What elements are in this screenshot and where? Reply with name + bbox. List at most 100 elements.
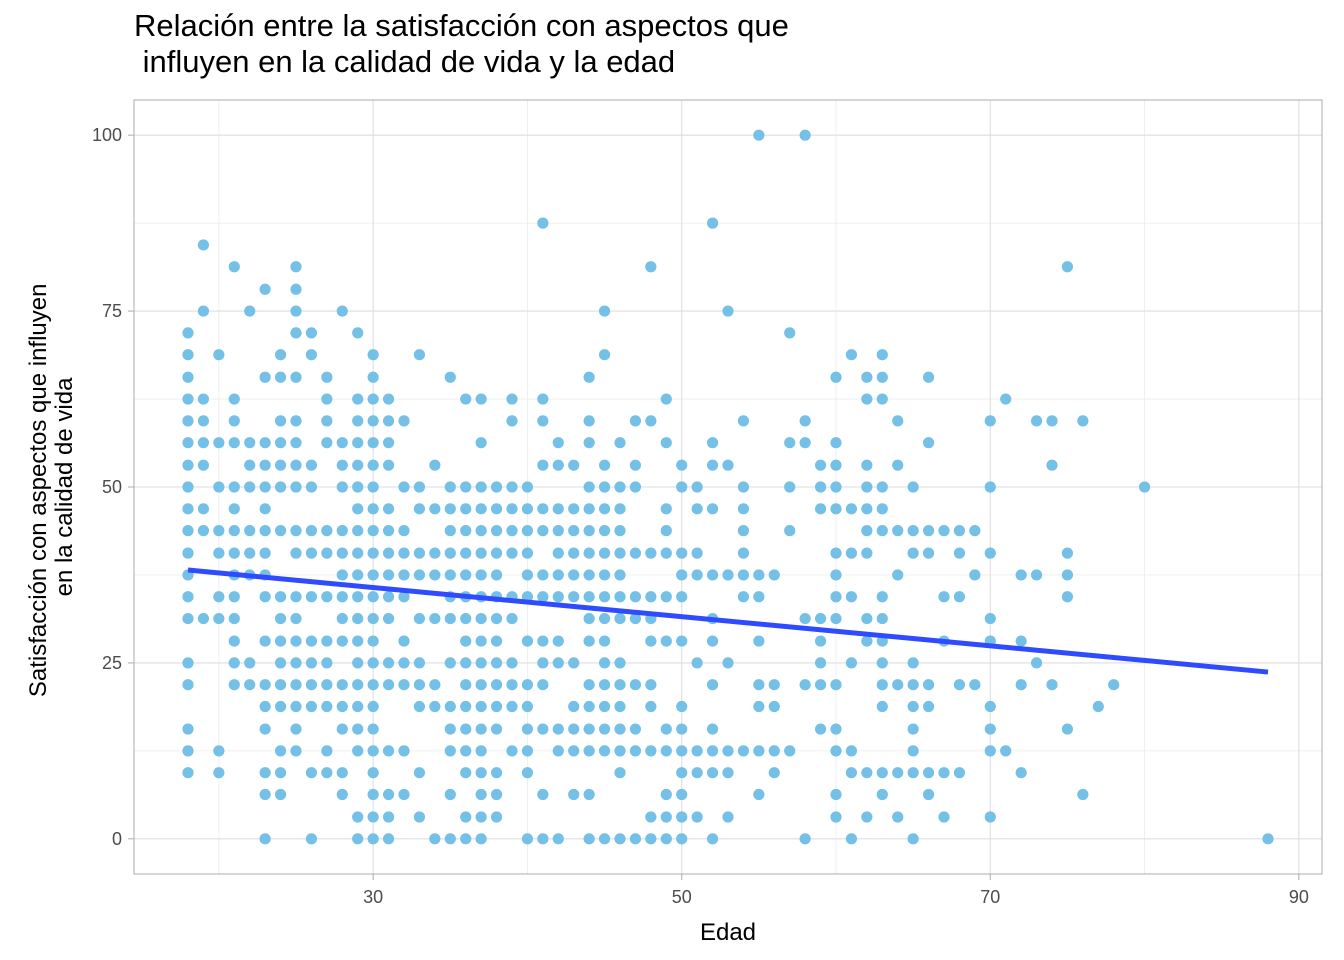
data-point [676, 833, 688, 845]
data-point [506, 525, 518, 537]
data-point [444, 371, 456, 383]
data-point [907, 700, 919, 713]
data-point [676, 700, 688, 713]
data-point [645, 700, 657, 713]
data-point [429, 569, 441, 581]
data-point [367, 767, 379, 779]
data-point [382, 459, 395, 471]
data-point [568, 503, 580, 515]
data-point [814, 503, 827, 515]
data-point [722, 657, 734, 669]
data-point [382, 437, 395, 449]
data-point [490, 811, 503, 823]
data-point [691, 811, 703, 823]
data-point [737, 547, 750, 559]
data-point [583, 503, 595, 515]
y-axis-title-line-1: Satisfacción con aspectos que influyen [25, 284, 52, 698]
data-point [753, 700, 765, 713]
data-point [568, 745, 580, 757]
data-point [984, 745, 996, 757]
y-tick-label: 0 [112, 829, 122, 849]
data-point [413, 700, 426, 713]
data-point [861, 371, 873, 383]
data-point [1061, 723, 1074, 735]
data-point [907, 723, 919, 735]
data-point [228, 503, 240, 515]
data-point [1138, 481, 1151, 493]
data-point [182, 503, 194, 515]
data-point [537, 788, 549, 801]
data-point [506, 612, 518, 625]
data-point [969, 569, 981, 581]
data-point [660, 833, 672, 845]
data-point [521, 833, 534, 845]
data-point [598, 481, 611, 493]
data-point [938, 811, 950, 823]
data-point [460, 547, 472, 559]
data-point [737, 525, 750, 537]
data-point [475, 700, 487, 713]
data-point [1015, 635, 1027, 647]
data-point [568, 525, 580, 537]
data-point [259, 525, 271, 537]
data-point [629, 723, 642, 735]
data-point [537, 217, 549, 229]
data-point [598, 459, 611, 471]
data-point [182, 349, 194, 361]
data-point [475, 547, 487, 559]
data-point [583, 745, 595, 757]
data-point [830, 745, 842, 757]
data-point [645, 415, 657, 427]
data-point [984, 612, 996, 625]
data-point [429, 679, 441, 691]
data-point [676, 745, 688, 757]
data-point [645, 679, 657, 691]
data-point [706, 459, 719, 471]
data-point [830, 679, 842, 691]
data-point [706, 437, 719, 449]
data-point [568, 459, 580, 471]
data-point [984, 811, 996, 823]
data-point [413, 811, 426, 823]
data-point [660, 437, 672, 449]
data-point [352, 547, 364, 559]
data-point [922, 547, 935, 559]
data-point [305, 525, 318, 537]
data-point [382, 569, 395, 581]
data-point [568, 569, 580, 581]
data-point [598, 503, 611, 515]
data-point [228, 393, 240, 405]
data-point [321, 437, 333, 449]
data-point [830, 481, 842, 493]
data-point [490, 788, 503, 801]
data-point [228, 261, 240, 273]
data-point [398, 569, 410, 581]
data-point [706, 569, 719, 581]
data-point [444, 481, 456, 493]
data-point [506, 700, 518, 713]
data-point [490, 612, 503, 625]
data-point [490, 481, 503, 493]
data-point [244, 525, 256, 537]
data-point [521, 481, 534, 493]
data-point [460, 635, 472, 647]
data-point [799, 833, 811, 845]
data-point [629, 679, 642, 691]
data-point [398, 788, 410, 801]
data-point [305, 679, 318, 691]
data-point [537, 525, 549, 537]
data-point [676, 459, 688, 471]
data-point [706, 217, 719, 229]
data-point [922, 679, 935, 691]
data-point [398, 679, 410, 691]
data-point [290, 261, 302, 273]
data-point [475, 612, 487, 625]
data-point [367, 547, 379, 559]
data-point [259, 591, 271, 603]
data-point [506, 679, 518, 691]
data-point [768, 700, 780, 713]
data-point [290, 657, 302, 669]
data-point [830, 459, 842, 471]
data-point [367, 459, 379, 471]
data-point [1061, 547, 1074, 559]
